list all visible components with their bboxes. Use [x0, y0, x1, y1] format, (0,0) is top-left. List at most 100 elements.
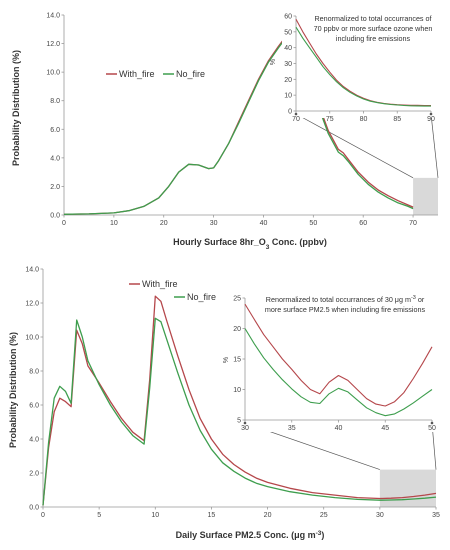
- series-line-no-fire: [295, 26, 431, 107]
- x-axis-label: Daily Surface PM2.5 Conc. (μg m-3): [176, 530, 325, 541]
- series-line-no-fire: [244, 328, 433, 417]
- y-tick-label: 6.0: [50, 127, 60, 134]
- x-tick-label: 50: [309, 220, 317, 227]
- x-tick-label: 80: [360, 116, 368, 123]
- inset-note-line: Renormalized to total occurrances of 30 …: [266, 295, 425, 304]
- zoom-connector-line: [295, 113, 414, 179]
- series-line-no-fire: [42, 317, 437, 506]
- y-tick-label: 20: [284, 77, 292, 84]
- inset-note-line: 70 ppbv or more surface ozone when: [314, 24, 433, 33]
- legend: With_fire No_fire: [129, 279, 216, 302]
- x-tick-label: 70: [409, 220, 417, 227]
- inset-axes: 30 35 40 45 50 5 10 15 20 25: [233, 296, 436, 433]
- x-tick-label: 40: [335, 425, 343, 432]
- x-tick-label: 25: [320, 512, 328, 519]
- x-tick-label: 15: [208, 512, 216, 519]
- y-tick-label: 10.0: [25, 335, 39, 342]
- inset-chart: Renormalized to total occurrances of 30 …: [223, 282, 444, 432]
- x-tick-label: 0: [62, 220, 66, 227]
- shaded-region: [413, 177, 438, 215]
- series-line-with-fire: [244, 303, 433, 407]
- main-axes: 0 5 10 15 20 25 30 35 0.0 2.0 4.0 6.0 8.0 10.0 12.0 14.…: [25, 267, 440, 520]
- y-tick-label: 8.0: [50, 98, 60, 105]
- zoom-connector-dot: [429, 112, 433, 116]
- y-tick-label: 2.0: [50, 184, 60, 191]
- legend-label-no-fire: No_fire: [176, 69, 205, 79]
- shaded-region: [379, 469, 436, 507]
- x-tick-label: 85: [393, 116, 401, 123]
- legend-label-with-fire: With_fire: [119, 69, 155, 79]
- x-tick-label: 10: [110, 220, 118, 227]
- x-tick-label: 45: [381, 425, 389, 432]
- y-tick-label: 0.0: [50, 213, 60, 220]
- zoom-connector-dot: [430, 421, 434, 425]
- y-tick-label: 5: [237, 418, 241, 425]
- x-tick-label: 20: [264, 512, 272, 519]
- x-tick-label: 50: [428, 425, 436, 432]
- inset-background: [236, 282, 444, 432]
- y-tick-label: 10: [284, 93, 292, 100]
- inset-background: [282, 10, 442, 118]
- zoom-connector-dot: [294, 112, 298, 116]
- x-tick-label: 40: [260, 220, 268, 227]
- y-tick-label: 2.0: [29, 471, 39, 478]
- x-tick-label: 10: [151, 512, 159, 519]
- y-tick-label: 6.0: [29, 403, 39, 410]
- y-tick-label: 8.0: [29, 369, 39, 376]
- zoom-connector-dot: [243, 421, 247, 425]
- x-tick-label: 70: [292, 116, 300, 123]
- y-tick-label: 14.0: [25, 267, 39, 274]
- x-tick-label: 90: [427, 116, 435, 123]
- y-tick-label: 10.0: [46, 70, 60, 77]
- inset-note-line: Renormalized to total occurrances of: [314, 14, 431, 23]
- y-tick-label: 15: [233, 357, 241, 364]
- y-tick-label: 4.0: [50, 155, 60, 162]
- inset-series-lines: [295, 18, 431, 107]
- inset-chart: Renormalized to total occurrances of 70 …: [270, 10, 442, 123]
- inset-y-axis-label: %: [223, 357, 230, 363]
- legend-label-with-fire: With_fire: [142, 279, 178, 289]
- y-tick-label: 12.0: [46, 41, 60, 48]
- zoom-connector-line: [430, 113, 439, 178]
- ozone-chart: 0 10 20 30 40 50 60 70 0.0 2.0 4.0 6.0 8.0 10.0 12.0 14…: [11, 10, 442, 251]
- y-tick-label: 0: [288, 109, 292, 116]
- y-tick-label: 20: [233, 326, 241, 333]
- x-tick-label: 20: [160, 220, 168, 227]
- x-tick-label: 0: [41, 512, 45, 519]
- y-tick-label: 14.0: [46, 13, 60, 20]
- inset-axes: 70 75 80 85 90 0 10 20 30 40 50 60: [284, 14, 435, 124]
- x-tick-label: 35: [432, 512, 440, 519]
- legend-label-no-fire: No_fire: [187, 292, 216, 302]
- x-tick-label: 30: [376, 512, 384, 519]
- y-tick-label: 0.0: [29, 505, 39, 512]
- inset-note-line: including fire emissions: [336, 34, 411, 43]
- y-tick-label: 10: [233, 387, 241, 394]
- y-axis-label: Probability Distribution (%): [8, 332, 18, 448]
- inset-series-lines: [244, 303, 433, 417]
- x-tick-label: 75: [326, 116, 334, 123]
- x-tick-label: 30: [241, 425, 249, 432]
- x-tick-label: 60: [359, 220, 367, 227]
- x-tick-label: 35: [288, 425, 296, 432]
- series-line-with-fire: [42, 295, 437, 506]
- pm25-chart: 0 5 10 15 20 25 30 35 0.0 2.0 4.0 6.0 8.0 10.0 12.0 14.…: [8, 267, 444, 541]
- x-axis-label: Hourly Surface 8hr_O3 Conc. (ppbv): [173, 237, 327, 251]
- inset-y-axis-label: %: [270, 59, 277, 65]
- series-line-no-fire: [63, 33, 414, 215]
- main-series-lines: [63, 32, 414, 215]
- x-tick-label: 5: [97, 512, 101, 519]
- y-tick-label: 12.0: [25, 301, 39, 308]
- inset-note-line: more surface PM2.5 when including fire e…: [265, 305, 426, 314]
- main-axes: 0 10 20 30 40 50 60 70 0.0 2.0 4.0 6.0 8.0 10.0 12.0 14…: [46, 13, 438, 227]
- y-tick-label: 25: [233, 296, 241, 303]
- y-tick-label: 40: [284, 45, 292, 52]
- y-tick-label: 4.0: [29, 437, 39, 444]
- y-tick-label: 60: [284, 14, 292, 21]
- main-series-lines: [42, 295, 437, 506]
- y-tick-label: 50: [284, 29, 292, 36]
- y-tick-label: 30: [284, 61, 292, 68]
- legend: With_fire No_fire: [106, 69, 205, 79]
- y-axis-label: Probability Distribution (%): [11, 50, 21, 166]
- x-tick-label: 30: [210, 220, 218, 227]
